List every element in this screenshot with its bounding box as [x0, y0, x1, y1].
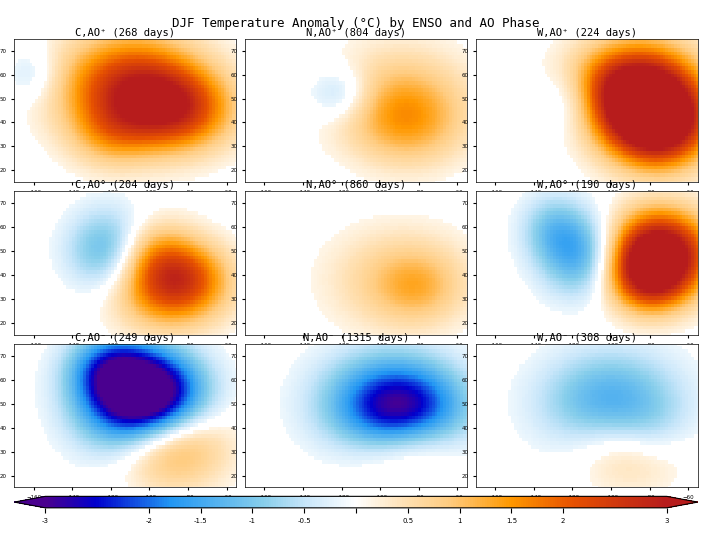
Title: C,AO⁺ (268 days): C,AO⁺ (268 days) — [75, 28, 175, 38]
Title: C,AO⁻ (249 days): C,AO⁻ (249 days) — [75, 333, 175, 343]
Title: C,AO° (204 days): C,AO° (204 days) — [75, 181, 175, 190]
Text: DJF Temperature Anomaly (°C) by ENSO and AO Phase: DJF Temperature Anomaly (°C) by ENSO and… — [172, 17, 540, 30]
Title: W,AO° (190 days): W,AO° (190 days) — [537, 181, 637, 190]
Title: N,AO⁻ (1315 days): N,AO⁻ (1315 days) — [303, 333, 409, 343]
PathPatch shape — [666, 496, 698, 508]
Title: N,AO° (860 days): N,AO° (860 days) — [306, 181, 406, 190]
PathPatch shape — [14, 496, 46, 508]
Title: W,AO⁻ (308 days): W,AO⁻ (308 days) — [537, 333, 637, 343]
Title: N,AO⁺ (804 days): N,AO⁺ (804 days) — [306, 28, 406, 38]
Title: W,AO⁺ (224 days): W,AO⁺ (224 days) — [537, 28, 637, 38]
